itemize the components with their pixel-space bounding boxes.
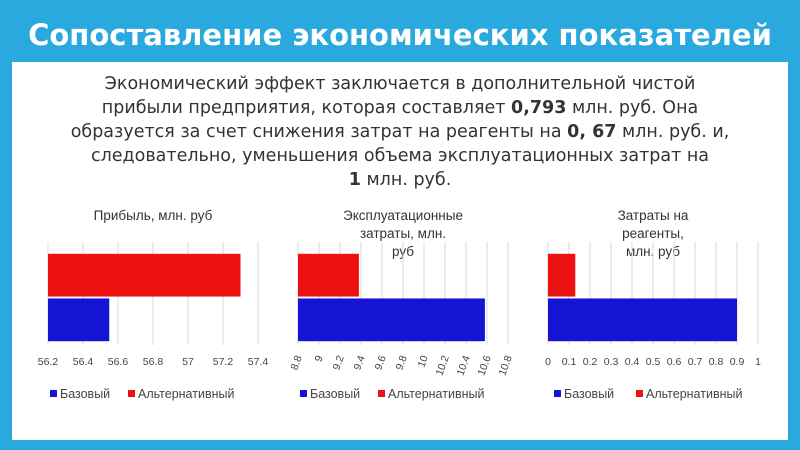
paragraph-line-4: следовательно, уменьшения объема эксплуа… [90,146,710,166]
x-tick-label: 9.2 [331,354,347,372]
bar-base [48,298,110,342]
x-tick-label: 10.4 [455,354,473,377]
x-tick-label: 57 [182,356,194,368]
x-tick-label: 56.6 [108,356,129,368]
opex-savings-value: 1 [348,170,361,190]
x-tick-label: 0.8 [709,356,724,368]
chart-profit-svg: Прибыль, млн. руб 56.2 56.4 56.6 56.8 57 57.2 5… [38,208,269,401]
x-tick-label: 56.4 [73,356,94,368]
x-tick-label: 0 [545,356,551,368]
legend-label-base: Базовый [60,387,110,401]
x-tick-label: 9 [313,354,326,364]
bar-alternative [548,253,576,297]
x-tick-label: 1 [755,356,761,368]
x-tick-label: 0.3 [604,356,619,368]
bar-alternative [48,253,241,297]
x-tick-label: 10.6 [476,354,494,377]
paragraph-line-2a: прибыли предприятия, которая составляет [101,98,512,118]
body-paragraph: Экономический эффект заключается в допол… [40,72,760,192]
slide-title: Сопоставление экономических показателей [28,18,772,52]
reagent-savings-value: 0, 67 [567,122,617,142]
x-tick-label: 0.5 [646,356,661,368]
x-tick-label: 10.8 [497,354,515,377]
paragraph-line-2c: млн. руб. Она [566,98,699,118]
title-banner [12,10,788,62]
x-tick-label: 9.6 [373,354,389,372]
x-tick-label: 8.8 [289,354,305,372]
legend-label-base: Базовый [564,387,614,401]
bar-base [298,298,485,342]
paragraph-line-3a: образуется за счет снижения затрат на ре… [70,122,568,142]
legend-label-alternative: Альтернативный [646,387,742,401]
x-tick-label: 56.2 [38,356,59,368]
x-tick-label: 9.4 [352,354,368,372]
paragraph-line-1: Экономический эффект заключается в допол… [104,74,696,94]
x-tick-label: 0.4 [625,356,640,368]
x-tick-label: 56.8 [143,356,164,368]
x-tick-label: 57.2 [213,356,234,368]
x-tick-label: 0.9 [730,356,745,368]
profit-value: 0,793 [511,98,567,118]
x-tick-label: 0.6 [667,356,682,368]
legend-swatch-base [554,390,561,397]
bar-alternative [298,253,359,297]
chart-profit: Прибыль, млн. руб 56.2 56.4 56.6 56.8 57 57.2 5… [32,200,274,415]
legend-swatch-alternative [636,390,643,397]
legend-label-base: Базовый [310,387,360,401]
chart-reagent-costs: Затраты на реагенты, млн. руб 0 0.1 0.2 0.3 0.4… [532,200,774,415]
x-tick-label: 0.1 [562,356,577,368]
x-tick-label: 0.2 [583,356,598,368]
chart-operating-costs: Эксплуатационные затраты, млн. руб 8.8 9 9.2 9… [282,200,524,415]
bar-base [548,298,737,342]
legend-swatch-base [300,390,307,397]
legend-swatch-base [50,390,57,397]
paragraph-line-5b: млн. руб. [360,170,452,190]
x-tick-label: 9.8 [394,354,410,372]
legend-label-alternative: Альтернативный [388,387,484,401]
x-tick-label: 0.7 [688,356,703,368]
x-tick-label: 57.4 [248,356,269,368]
paragraph-line-3c: млн. руб. и, [616,122,730,142]
x-tick-label: 10.2 [434,354,452,377]
chart-title: Прибыль, млн. руб [94,208,213,223]
legend-label-alternative: Альтернативный [138,387,234,401]
x-tick-label: 10 [416,354,431,369]
legend-swatch-alternative [378,390,385,397]
legend-swatch-alternative [128,390,135,397]
